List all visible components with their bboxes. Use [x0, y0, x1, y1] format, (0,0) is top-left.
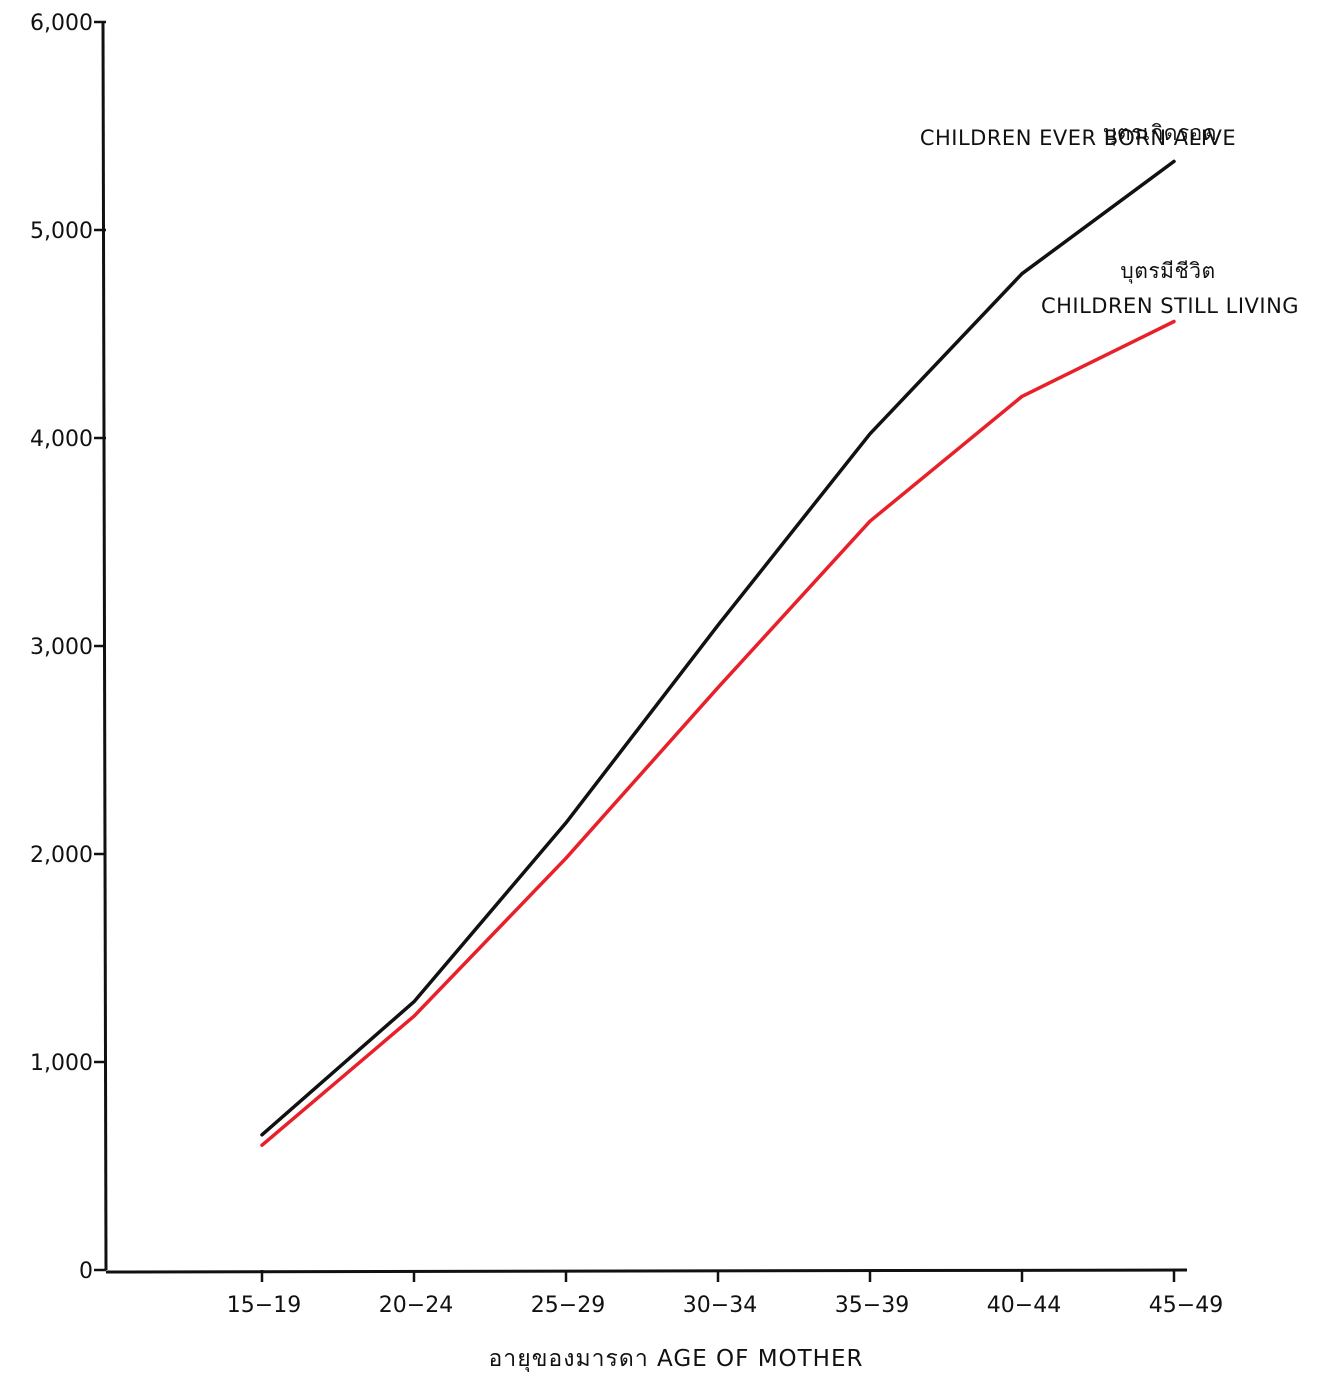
x-axis-line — [105, 1268, 1188, 1274]
y-tick-label: 0 — [79, 1259, 93, 1284]
x-axis: 15−19 20−24 25−29 30−34 35−39 40−44 45−49 — [105, 1268, 1223, 1318]
series-label-thai-children-ever-born-alive: บุตรเกิดรอด — [1103, 121, 1217, 146]
y-tick-label: 5,000 — [30, 219, 93, 244]
series-label-children-ever-born-alive: CHILDREN EVER BORN ALIVE — [920, 126, 1236, 150]
y-tick-label: 2,000 — [30, 843, 93, 868]
series-group — [260, 159, 1176, 1147]
y-tick-label: 6,000 — [30, 11, 93, 36]
x-tick-label: 45−49 — [1149, 1293, 1223, 1318]
x-tick-label: 35−39 — [835, 1293, 909, 1318]
y-tick-label: 4,000 — [30, 427, 93, 452]
series-label-thai-children-still-living: บุตรมีชีวิต — [1120, 259, 1215, 284]
y-tick-label: 1,000 — [30, 1051, 93, 1076]
series-label-children-still-living: CHILDREN STILL LIVING — [1041, 294, 1299, 318]
x-tick-label: 25−29 — [531, 1293, 605, 1318]
x-axis-title: อายุของมารดา AGE OF MOTHER — [488, 1346, 863, 1372]
x-tick-label: 30−34 — [683, 1293, 757, 1318]
y-tick-label: 3,000 — [30, 635, 93, 660]
x-tick-label: 20−24 — [379, 1293, 453, 1318]
series-labels: บุตรเกิดรอด CHILDREN EVER BORN ALIVE บุต… — [920, 121, 1299, 318]
x-tick-label: 40−44 — [987, 1293, 1061, 1318]
series-line-children-still-living — [260, 319, 1176, 1147]
y-axis: 0 1,000 2,000 3,000 4,000 5,000 6,000 — [30, 11, 108, 1284]
x-tick-label: 15−19 — [227, 1293, 301, 1318]
series-line-children-ever-born-alive — [260, 159, 1176, 1137]
